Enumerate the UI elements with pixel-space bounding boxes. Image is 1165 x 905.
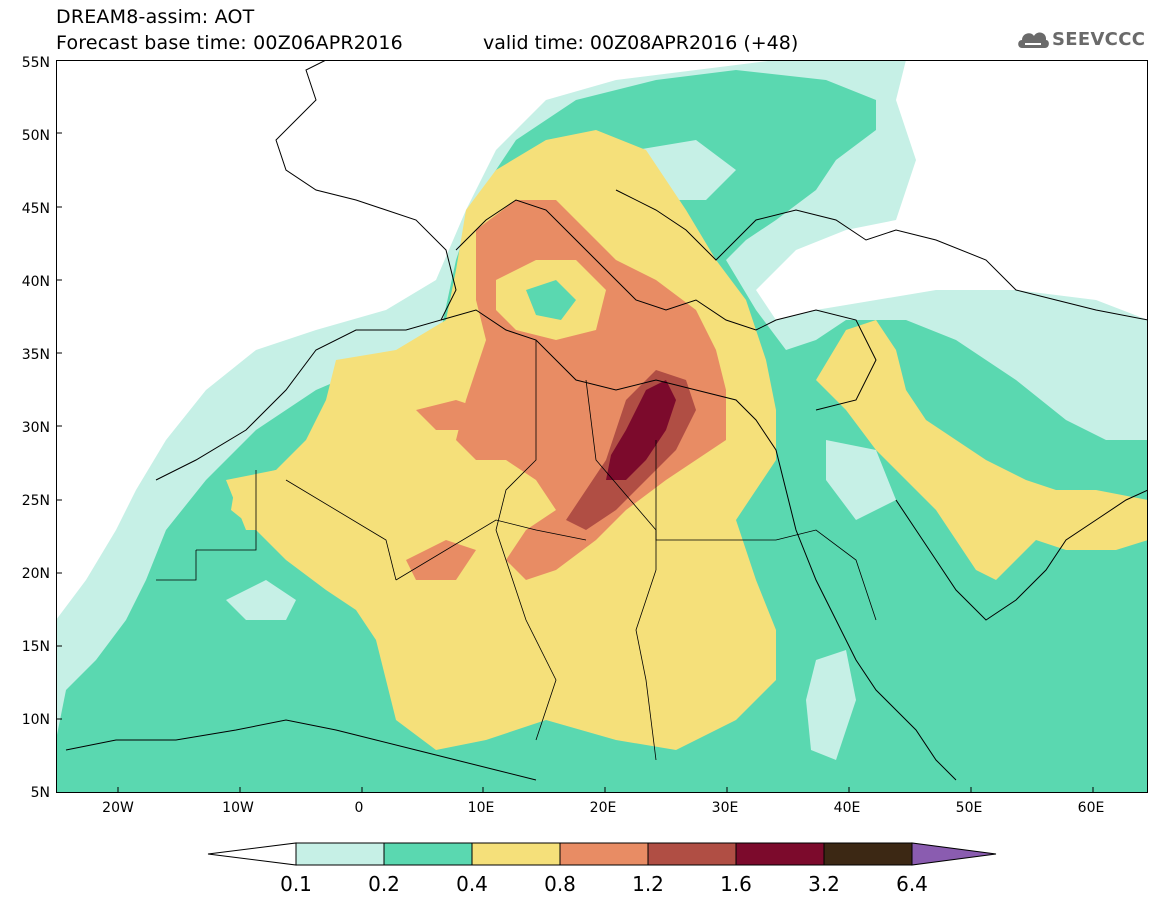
aot-band-0.4-arabia [816, 320, 1148, 580]
logo-text: SEEVCCC [1052, 29, 1146, 50]
borders [156, 340, 877, 761]
aot-green-island [526, 280, 576, 320]
lat-label-55n: 55N [21, 55, 50, 71]
aot-map [56, 60, 1148, 793]
map-title: DREAM8-assim: AOT [56, 6, 255, 28]
lon-label-50e: 50E [955, 800, 983, 816]
legend-label-6.4: 6.4 [896, 872, 928, 896]
legend-swatch-0.8-1.2 [559, 842, 649, 866]
legend-swatch-above-6.4 [911, 842, 997, 866]
legend-swatch-3.2-6.4 [823, 842, 913, 866]
lat-label-40n: 40N [21, 274, 50, 290]
aot-pale-patch-4 [1016, 305, 1096, 380]
legend-swatch-1.2-1.6 [647, 842, 737, 866]
lat-label-15n: 15N [21, 639, 50, 655]
lat-label-5n: 5N [30, 785, 50, 801]
legend-label-1.6: 1.6 [720, 872, 752, 896]
lon-label-40e: 40E [833, 800, 861, 816]
aot-band-0.8-small [416, 400, 486, 430]
lat-label-35n: 35N [21, 347, 50, 363]
cloud-icon [1018, 32, 1049, 48]
lon-label-10w: 10W [222, 800, 254, 816]
coastlines [65, 60, 1148, 781]
legend-label-1.2: 1.2 [632, 872, 664, 896]
aot-pale-patch-1 [226, 580, 296, 620]
legend-swatch-below-0.1 [207, 842, 297, 866]
aot-band-1.6 [606, 380, 676, 480]
legend-label-0.1: 0.1 [280, 872, 312, 896]
lat-label-20n: 20N [21, 566, 50, 582]
lat-label-30n: 30N [21, 420, 50, 436]
legend-swatch-0.2-0.4 [383, 842, 473, 866]
aot-contours [56, 60, 1148, 793]
lon-label-10e: 10E [467, 800, 495, 816]
aot-pale-patch-2 [806, 650, 856, 760]
lat-label-10n: 10N [21, 712, 50, 728]
lon-label-60e: 60E [1077, 800, 1105, 816]
valid-time: valid time: 00Z08APR2016 (+48) [483, 32, 799, 54]
lat-label-50n: 50N [21, 128, 50, 144]
legend-label-0.2: 0.2 [368, 872, 400, 896]
legend-swatch-0.1-0.2 [295, 842, 385, 866]
lon-label-0: 0 [354, 800, 364, 816]
legend-swatch-1.6-3.2 [735, 842, 825, 866]
legend-swatch-0.4-0.8 [471, 842, 561, 866]
lon-label-20e: 20E [589, 800, 617, 816]
lon-label-20w: 20W [102, 800, 134, 816]
axis-ticks [56, 132, 1094, 793]
aot-pale-patch-5 [826, 440, 896, 520]
lon-label-30e: 30E [711, 800, 739, 816]
forecast-base-time: Forecast base time: 00Z06APR2016 [56, 32, 403, 54]
seevccc-logo: SEEVCCC [1016, 24, 1152, 56]
aot-band-0.4-wafrica [226, 470, 296, 530]
legend-colorbar [207, 842, 997, 866]
lat-label-25n: 25N [21, 493, 50, 509]
lat-label-45n: 45N [21, 201, 50, 217]
legend-label-0.8: 0.8 [544, 872, 576, 896]
aot-band-0.8-west [406, 540, 476, 580]
legend-label-0.4: 0.4 [456, 872, 488, 896]
legend-label-3.2: 3.2 [808, 872, 840, 896]
